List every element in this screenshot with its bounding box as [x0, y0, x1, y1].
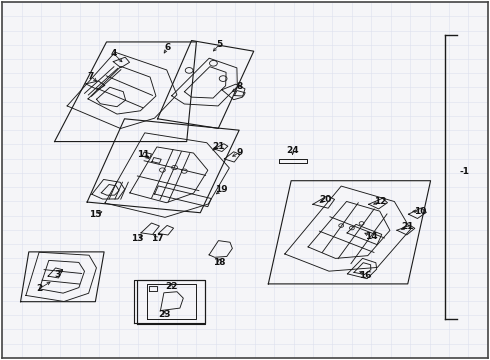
Text: 22: 22: [165, 282, 177, 291]
Text: 6: 6: [164, 43, 171, 52]
Text: 19: 19: [216, 185, 228, 194]
Text: 20: 20: [319, 195, 331, 204]
Text: 21: 21: [401, 222, 414, 231]
Text: 15: 15: [89, 210, 101, 219]
Text: 12: 12: [374, 197, 386, 206]
Text: 13: 13: [131, 234, 144, 243]
Text: 11: 11: [137, 150, 149, 159]
Text: 5: 5: [217, 40, 223, 49]
Text: 17: 17: [151, 234, 164, 243]
Text: 3: 3: [55, 270, 61, 279]
Text: 16: 16: [359, 271, 372, 280]
Text: 9: 9: [237, 148, 244, 157]
Text: 23: 23: [159, 310, 171, 319]
Text: 8: 8: [236, 82, 242, 91]
Text: 10: 10: [414, 207, 426, 216]
Text: 2: 2: [36, 284, 43, 293]
Text: 4: 4: [111, 49, 117, 58]
Text: -1: -1: [460, 167, 469, 176]
Text: 24: 24: [286, 146, 299, 155]
Text: 7: 7: [87, 72, 94, 81]
Text: 21: 21: [212, 142, 224, 151]
Text: 14: 14: [365, 232, 378, 241]
Text: 18: 18: [214, 258, 226, 267]
